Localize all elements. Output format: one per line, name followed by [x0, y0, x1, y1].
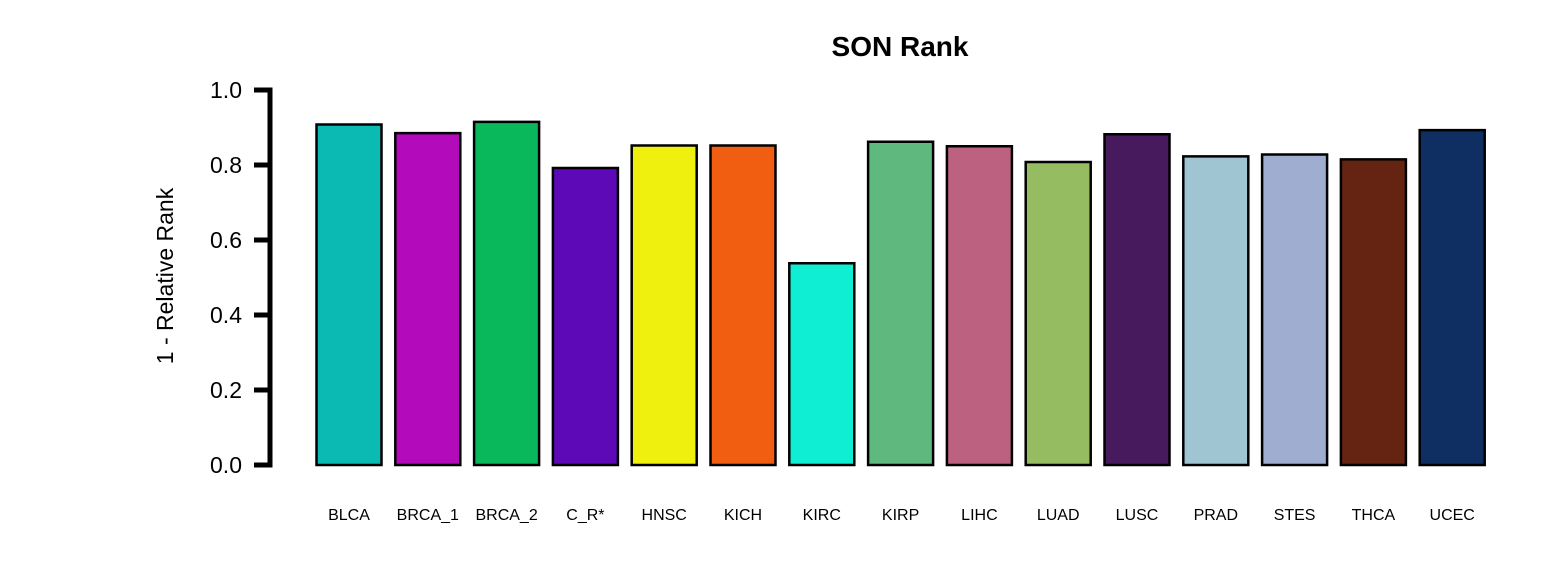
bar-prad	[1182, 155, 1250, 467]
x-tick-label: UCEC	[1430, 507, 1475, 524]
bar-lusc	[1103, 133, 1171, 467]
y-tick-label: 0.8	[210, 152, 242, 178]
bar-luad	[1024, 160, 1092, 467]
bar-brca-2	[472, 120, 541, 467]
y-tick-label: 0.2	[210, 377, 242, 403]
bar-ucec	[1418, 128, 1486, 467]
y-tick-label: 1.0	[210, 77, 242, 103]
bar-brca-1	[394, 131, 462, 467]
bar-hnsc	[630, 144, 698, 467]
x-tick-label: LUSC	[1116, 507, 1159, 524]
x-tick-label: PRAD	[1194, 507, 1238, 524]
x-tick-label: KIRP	[882, 507, 919, 524]
x-tick-label: STES	[1274, 507, 1316, 524]
bar-stes	[1260, 153, 1329, 467]
x-tick-label: KIRC	[803, 507, 841, 524]
y-tick-label: 0.6	[210, 227, 242, 253]
y-axis: 0.0 0.2 0.4 0.6 0.8 1.0	[210, 77, 273, 478]
y-tick-label: 0.0	[210, 452, 242, 478]
x-tick-label: LIHC	[961, 507, 997, 524]
y-axis-label: 1 - Relative Rank	[152, 187, 178, 364]
x-tick-labels: BLCA BRCA_1 BRCA_2 C_R* HNSC KICH KIRC KIRP LIHC…	[328, 507, 1475, 524]
bar-c-r	[551, 166, 620, 467]
x-tick-label: KICH	[724, 507, 762, 524]
bar-thca	[1339, 158, 1408, 467]
bar-kich	[709, 144, 777, 467]
x-tick-label: BRCA_1	[397, 507, 459, 524]
bars	[315, 120, 1486, 467]
chart-title: SON Rank	[832, 31, 969, 62]
bar-kirc	[788, 262, 856, 467]
bar-kirp	[866, 140, 935, 467]
x-tick-label: HNSC	[642, 507, 687, 524]
x-tick-label: C_R*	[566, 507, 604, 524]
bar-lihc	[945, 145, 1014, 467]
x-tick-label: BLCA	[328, 507, 370, 524]
x-tick-label: BRCA_2	[475, 507, 537, 524]
bar-blca	[315, 123, 383, 467]
y-tick-label: 0.4	[210, 302, 242, 328]
x-tick-label: THCA	[1352, 507, 1396, 524]
x-tick-label: LUAD	[1037, 507, 1080, 524]
